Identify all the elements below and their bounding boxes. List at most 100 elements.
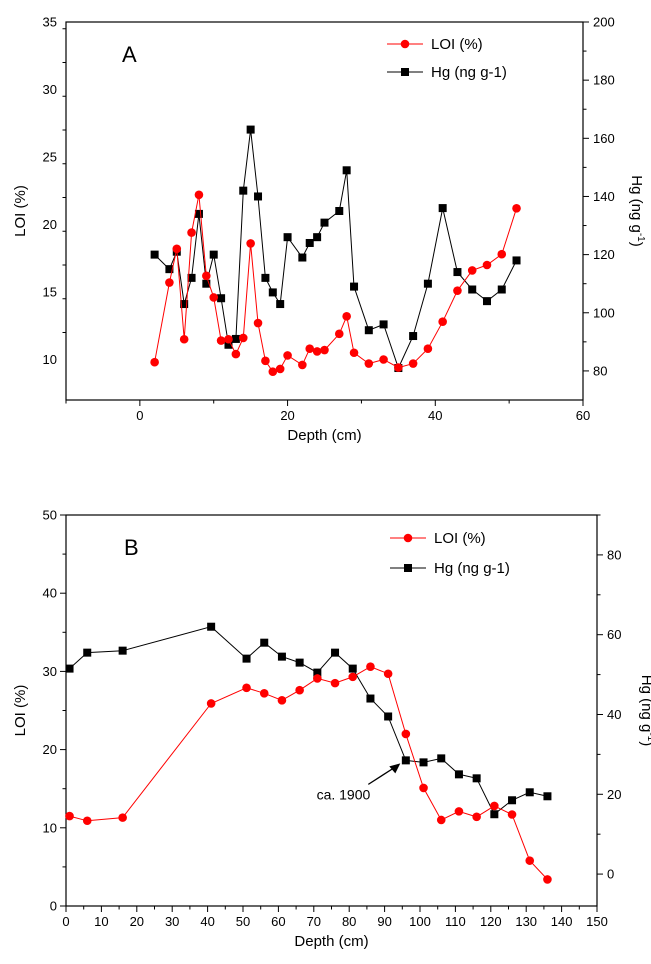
data-point bbox=[206, 699, 216, 708]
data-point bbox=[364, 326, 373, 335]
x-axis-label: Depth (cm) bbox=[287, 427, 361, 444]
data-point bbox=[320, 345, 329, 355]
x-tick-label: 50 bbox=[236, 914, 250, 929]
data-point bbox=[313, 674, 322, 683]
y-right-tick-label: 140 bbox=[593, 189, 615, 204]
data-point bbox=[295, 658, 304, 667]
y-right-tick-label: 20 bbox=[607, 787, 621, 802]
data-point bbox=[179, 334, 189, 344]
x-tick-label: 150 bbox=[586, 914, 608, 929]
x-tick-label: 60 bbox=[271, 914, 285, 929]
data-point bbox=[525, 856, 535, 865]
y-left-tick-label: 20 bbox=[43, 217, 57, 232]
data-point bbox=[419, 758, 428, 767]
data-point bbox=[65, 664, 74, 673]
data-point bbox=[150, 357, 159, 367]
data-point bbox=[82, 816, 92, 826]
data-point bbox=[298, 360, 307, 370]
y-right-label-superscript: -1 bbox=[645, 732, 651, 741]
x-tick-label: 100 bbox=[409, 914, 431, 929]
data-point bbox=[277, 652, 286, 661]
data-point bbox=[276, 300, 285, 309]
y-left-tick-label: 25 bbox=[43, 150, 57, 165]
y-left-tick-label: 10 bbox=[43, 820, 57, 835]
data-point bbox=[512, 204, 521, 213]
legend-label: LOI (%) bbox=[431, 36, 483, 53]
series-loi bbox=[150, 190, 521, 376]
x-tick-label: 10 bbox=[94, 914, 108, 929]
data-point bbox=[379, 320, 388, 329]
y-left-tick-label: 40 bbox=[43, 586, 57, 601]
data-point bbox=[508, 796, 517, 805]
data-point bbox=[408, 359, 418, 368]
x-tick-label: 30 bbox=[165, 914, 179, 929]
data-point bbox=[238, 333, 248, 343]
data-point bbox=[259, 688, 269, 698]
legend: LOI (%) Hg (ng g-1) bbox=[387, 36, 507, 81]
x-tick-label: 110 bbox=[445, 914, 466, 929]
y-right-axis-label: Hg (ng g-1) bbox=[638, 675, 651, 746]
y-right-tick-label: 40 bbox=[607, 707, 621, 722]
data-point bbox=[438, 317, 447, 327]
y-left-tick-label: 15 bbox=[43, 285, 57, 300]
data-point bbox=[348, 664, 357, 673]
x-tick-label: 60 bbox=[576, 408, 590, 423]
x-tick-label: 140 bbox=[551, 914, 573, 929]
y-right-tick-label: 180 bbox=[593, 73, 615, 88]
data-point bbox=[246, 125, 255, 134]
data-point bbox=[231, 334, 240, 343]
x-tick-label: 90 bbox=[377, 914, 391, 929]
y-right-tick-label: 120 bbox=[593, 247, 615, 262]
data-point bbox=[313, 233, 322, 242]
data-point bbox=[525, 788, 534, 797]
panel-label: B bbox=[124, 535, 139, 560]
data-point bbox=[436, 815, 446, 825]
data-point bbox=[453, 286, 462, 295]
data-point bbox=[342, 312, 351, 321]
y-left-tick-label: 0 bbox=[50, 899, 57, 914]
legend-marker bbox=[401, 68, 409, 76]
data-point bbox=[209, 250, 218, 259]
data-point bbox=[349, 348, 359, 358]
data-point bbox=[172, 244, 182, 254]
legend-marker bbox=[403, 533, 413, 543]
data-point bbox=[277, 696, 287, 705]
data-point bbox=[312, 347, 322, 356]
data-point bbox=[490, 801, 499, 811]
data-point bbox=[472, 774, 481, 783]
data-point bbox=[401, 729, 411, 739]
data-point bbox=[423, 279, 432, 288]
data-point bbox=[543, 875, 552, 884]
chart-panel-B: 0 10 20 30 40 50 60 70 80 90 100 110 120 130 140 150010… bbox=[12, 508, 651, 951]
data-point bbox=[239, 186, 248, 195]
data-point bbox=[150, 250, 159, 259]
legend-label: Hg (ng g-1) bbox=[434, 560, 510, 577]
y-left-tick-label: 30 bbox=[43, 664, 57, 679]
series-loi bbox=[65, 662, 552, 884]
y-right-tick-label: 80 bbox=[593, 363, 607, 378]
data-point bbox=[194, 190, 204, 200]
data-point bbox=[65, 811, 74, 821]
legend-marker bbox=[404, 564, 412, 572]
data-point bbox=[331, 648, 340, 657]
data-point bbox=[335, 207, 344, 215]
series-line bbox=[154, 194, 517, 373]
data-point bbox=[305, 238, 314, 247]
series-line bbox=[69, 626, 548, 815]
x-tick-label: 130 bbox=[515, 914, 537, 929]
data-point bbox=[187, 228, 196, 237]
data-point bbox=[423, 344, 433, 354]
data-point bbox=[320, 218, 329, 227]
y-right-tick-label: 160 bbox=[593, 131, 615, 146]
data-point bbox=[254, 192, 263, 201]
data-point bbox=[383, 669, 393, 679]
annotation-arrow-line bbox=[367, 765, 397, 785]
data-point bbox=[202, 271, 211, 281]
data-point bbox=[118, 646, 127, 655]
data-point bbox=[216, 336, 226, 345]
x-tick-label: 40 bbox=[200, 914, 214, 929]
data-point bbox=[283, 351, 292, 360]
data-point bbox=[313, 668, 322, 677]
data-point bbox=[283, 233, 292, 242]
data-point bbox=[242, 683, 251, 693]
